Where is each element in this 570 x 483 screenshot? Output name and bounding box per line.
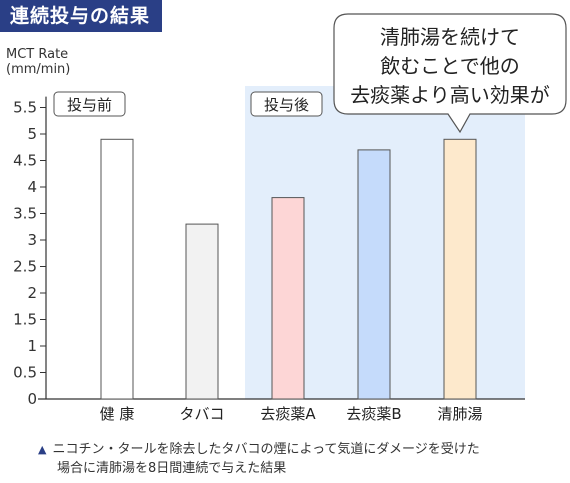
y-tick-label: 3.5 [13, 205, 37, 223]
y-tick-label: 4.5 [13, 152, 37, 170]
bar [100, 138, 134, 400]
bar [443, 138, 477, 400]
y-axis-title: MCT Rate (mm/min) [6, 47, 70, 77]
category-label: 健 康 [100, 405, 135, 423]
y-tick-label: 5 [27, 125, 37, 143]
group-label: 投与前 [67, 96, 112, 114]
callout-text-line: 飲むことで他の [380, 54, 519, 78]
bars [100, 138, 477, 400]
bar [357, 149, 391, 400]
y-axis-title-line: (mm/min) [6, 62, 71, 77]
y-tick-label: 4 [27, 178, 37, 196]
y-tick-label: 1.5 [13, 311, 37, 329]
group-label: 投与後 [264, 96, 309, 114]
footnote: ▲ ニコチン・タールを除去したタバコの煙によって気道にダメージを受けた 場合に清肺… [38, 440, 558, 478]
callout-text-line: 去痰薬より高い効果が [350, 83, 550, 107]
y-axis-title-line: MCT Rate [6, 47, 69, 62]
group-label-box [53, 91, 126, 117]
category-label: 去痰薬B [346, 405, 401, 423]
category-label: 清肺湯 [437, 405, 482, 423]
y-tick-label: 0.5 [13, 364, 37, 382]
y-tick-label: 2.5 [13, 258, 37, 276]
callout-text-line: 清肺湯を続けて [380, 25, 520, 49]
y-tick-label: 0 [27, 390, 37, 408]
group-labels: 投与前 投与後 [53, 91, 323, 117]
bar [271, 197, 305, 400]
callout-bubble [333, 13, 567, 134]
y-tick-label: 1 [27, 337, 37, 355]
category-labels: 健 康 タバコ 去痰薬A 去痰薬B 清肺湯 [100, 405, 483, 423]
bar [185, 223, 219, 400]
category-label: 去痰薬A [260, 405, 316, 423]
y-tick-label: 3 [27, 231, 37, 249]
y-tick-label: 5.5 [13, 99, 37, 117]
footnote-line: ニコチン・タールを除去したタバコの煙によって気道にダメージを受けた [52, 442, 480, 457]
category-label: タバコ [179, 405, 224, 423]
y-tick-label: 2 [27, 284, 37, 302]
footnote-line: 場合に清肺湯を8日間連続で与えた結果 [57, 461, 287, 476]
triangle-icon: ▲ [38, 443, 47, 456]
group-label-box [250, 91, 323, 117]
chart-title: 連続投与の結果 [0, 0, 163, 32]
